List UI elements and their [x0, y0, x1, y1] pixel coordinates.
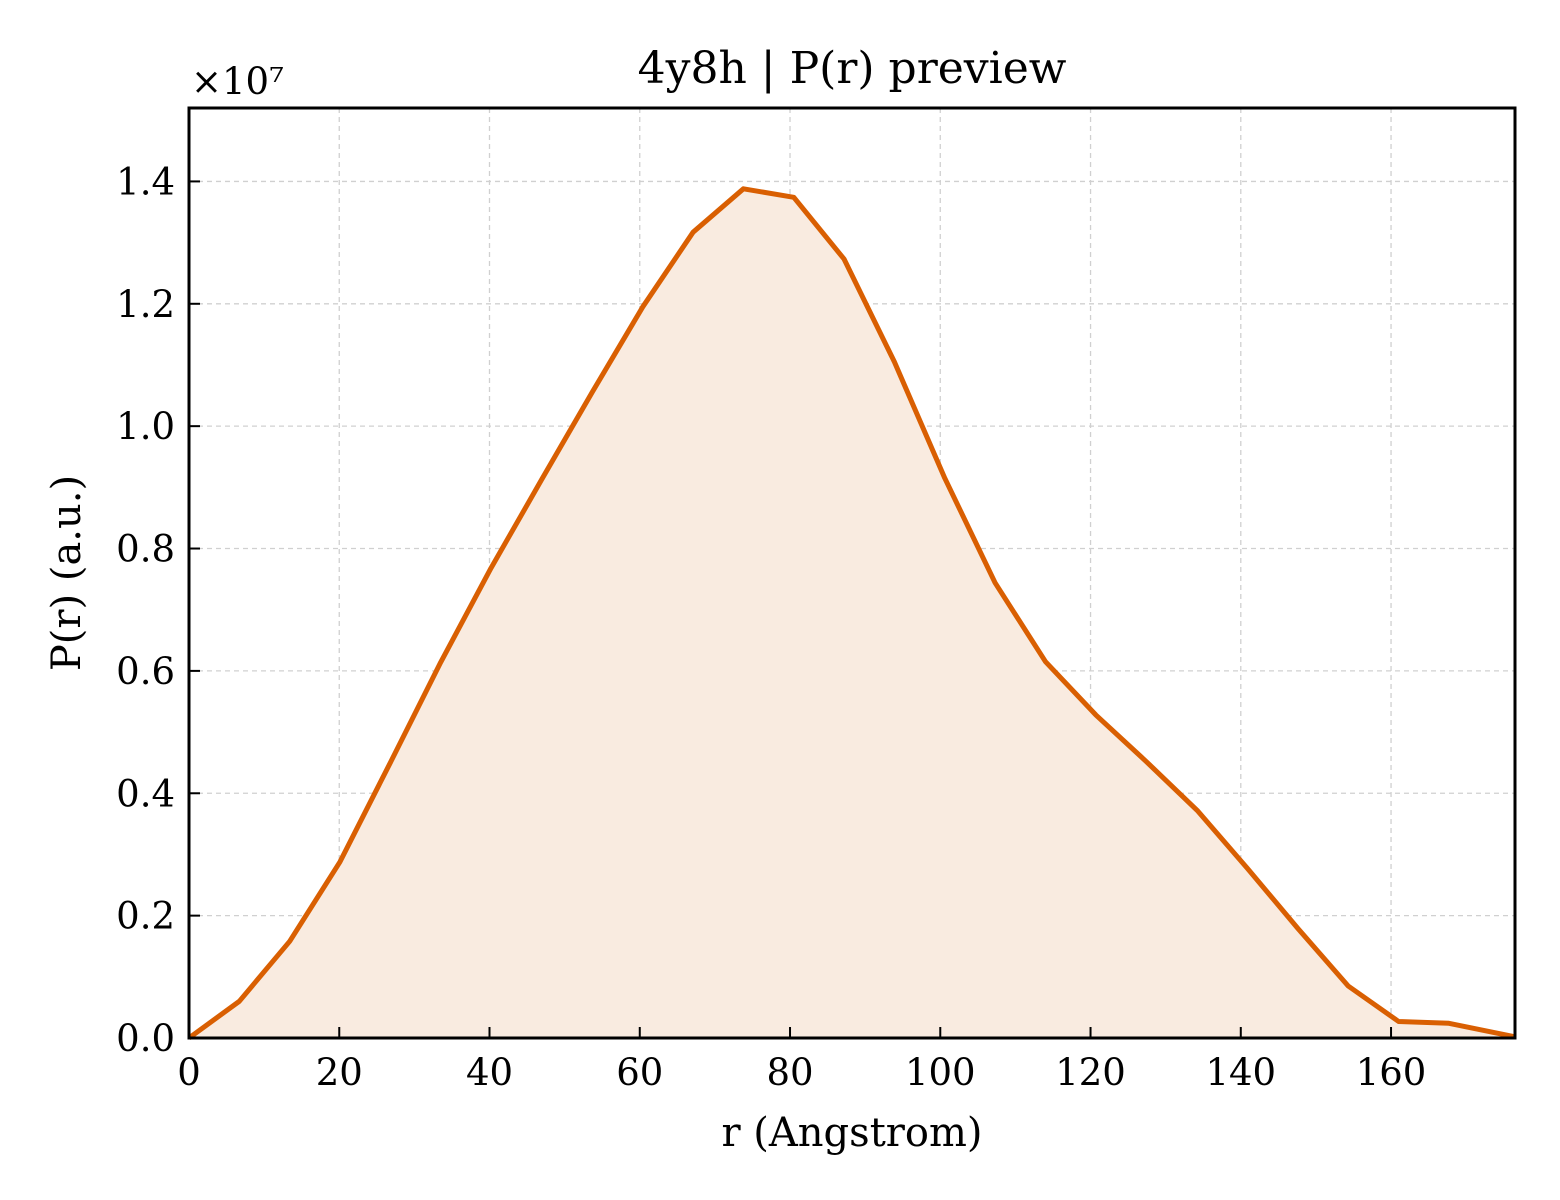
- y-axis-label: P(r) (a.u.): [44, 475, 90, 671]
- y-tick-label: 0.4: [116, 772, 175, 815]
- series-area-fill: [189, 188, 1515, 1039]
- y-tick-label: 1.0: [116, 405, 175, 448]
- x-tick-label: 60: [616, 1051, 663, 1094]
- series-area: [189, 188, 1515, 1039]
- x-tick-label: 0: [177, 1051, 201, 1094]
- y-offset-label: ×10⁷: [191, 60, 284, 103]
- series-line-path: [187, 186, 1516, 1041]
- x-tick-label: 20: [316, 1051, 363, 1094]
- y-tick-label: 0.8: [116, 528, 175, 571]
- y-tick-label: 1.2: [116, 283, 175, 326]
- x-tick-label: 140: [1205, 1051, 1276, 1094]
- plot-frame: [187, 106, 1517, 1040]
- y-tick-label: 0.2: [116, 895, 175, 938]
- y-tick-labels: 0.0 0.2 0.4 0.6 0.8 1.0 1.2 1.4: [116, 160, 175, 1060]
- x-tick-label: 160: [1356, 1051, 1427, 1094]
- x-tick-label: 120: [1055, 1051, 1126, 1094]
- y-tick-label: 1.4: [116, 160, 175, 203]
- y-tick-label: 0.6: [116, 650, 175, 693]
- x-tick-label: 100: [905, 1051, 976, 1094]
- series-line: [187, 186, 1516, 1041]
- x-tick-label: 80: [766, 1051, 813, 1094]
- ticks: [188, 180, 1393, 1039]
- x-tick-label: 40: [466, 1051, 513, 1094]
- y-tick-label: 0.0: [116, 1017, 175, 1060]
- x-tick-labels: 0 20 40 60 80 100 120 140 160: [177, 1051, 1426, 1094]
- chart-title: 4y8h | P(r) preview: [638, 43, 1067, 94]
- x-axis-label: r (Angstrom): [721, 1110, 982, 1156]
